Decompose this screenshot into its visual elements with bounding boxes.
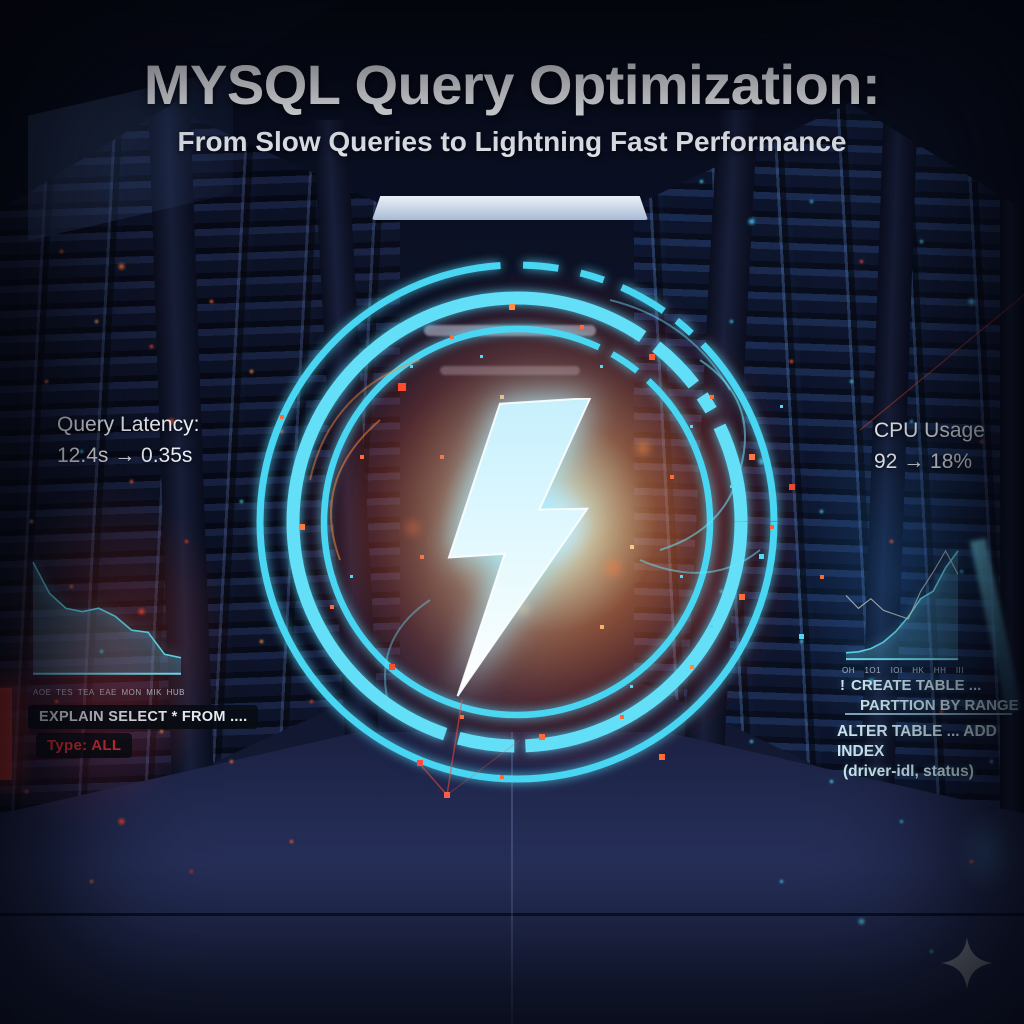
page-title: MYSQL Query Optimization: <box>143 53 881 116</box>
lightning-bolt-icon <box>447 398 592 697</box>
title-block: MYSQL Query Optimization: From Slow Quer… <box>0 52 1024 158</box>
latency-chart <box>33 550 181 678</box>
cpu-stat: CPU Usage 92 → 18% <box>874 420 985 472</box>
throughput-chart <box>846 545 958 663</box>
cpu-value: 92 → 18% <box>874 450 973 473</box>
alter-table-line2: (driver-idl, status) <box>843 763 974 781</box>
explain-query-badge: EXPLAIN SELECT * FROM .... <box>28 705 259 729</box>
throughput-chart-ticks: OH 1O1 IOI HK HH III <box>842 666 964 675</box>
latency-value: 12.4s → 0.35s <box>57 444 193 467</box>
cpu-label: CPU Usage <box>874 419 985 442</box>
alert-marker: ! <box>840 677 845 694</box>
alter-table-callout: ALTER TABLE ... ADD INDEX (driver-idl, s… <box>837 722 1024 782</box>
latency-chart-ticks: AOE TES TEA EAE MON MIK HUB <box>33 688 185 697</box>
page-subtitle: From Slow Queries to Lightning Fast Perf… <box>177 126 847 157</box>
create-table-callout: ! CREATE TABLE ... PARTTION BY RANGE <box>840 676 1019 715</box>
explain-type-badge: Type: ALL <box>36 733 133 758</box>
ceiling-light-panel <box>372 196 648 220</box>
latency-label: Query Latency: <box>57 413 200 436</box>
sparkle-icon <box>941 937 993 989</box>
latency-stat: Query Latency: 12.4s → 0.35s <box>57 414 199 466</box>
alter-table-line1: ALTER TABLE ... ADD INDEX <box>837 723 997 761</box>
callout-divider <box>845 713 1012 715</box>
create-table-line1: CREATE TABLE ... <box>851 677 982 694</box>
